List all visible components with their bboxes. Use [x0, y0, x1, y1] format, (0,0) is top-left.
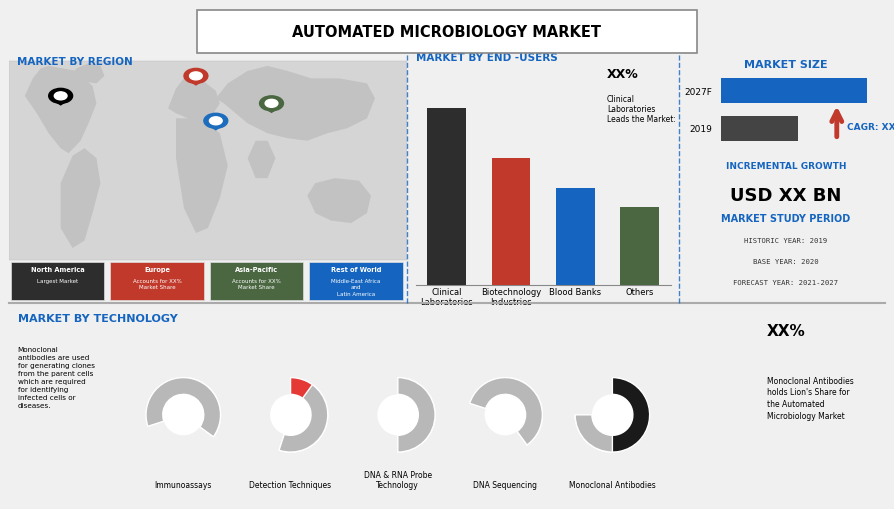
- Circle shape: [163, 394, 204, 435]
- Text: XX%: XX%: [767, 324, 805, 338]
- Text: 2027F: 2027F: [685, 88, 713, 97]
- Circle shape: [55, 92, 67, 100]
- Bar: [427, 108, 466, 285]
- Text: BASE YEAR: 2020: BASE YEAR: 2020: [753, 259, 819, 265]
- Text: North America: North America: [30, 267, 85, 273]
- Bar: [620, 207, 659, 285]
- Text: Detection Techniques: Detection Techniques: [249, 481, 332, 490]
- Text: MARKET STUDY PERIOD: MARKET STUDY PERIOD: [721, 214, 850, 224]
- Text: Monoclonal
antibodies are used
for generating clones
from the parent cells
which: Monoclonal antibodies are used for gener…: [18, 347, 95, 409]
- Text: Largest Market: Largest Market: [38, 279, 79, 284]
- Text: CAGR: XX%: CAGR: XX%: [847, 123, 894, 131]
- Wedge shape: [398, 378, 435, 452]
- Text: USD XX BN: USD XX BN: [730, 187, 841, 205]
- Circle shape: [266, 99, 278, 107]
- Circle shape: [377, 394, 418, 435]
- Text: XX%: XX%: [607, 68, 638, 81]
- Bar: [492, 158, 530, 285]
- Wedge shape: [183, 378, 221, 437]
- Polygon shape: [176, 118, 228, 233]
- Circle shape: [184, 68, 207, 83]
- Circle shape: [209, 117, 223, 125]
- Polygon shape: [61, 148, 100, 248]
- Bar: [721, 116, 798, 141]
- Text: INCREMENTAL GROWTH: INCREMENTAL GROWTH: [726, 162, 846, 171]
- Polygon shape: [55, 101, 67, 105]
- Polygon shape: [215, 66, 375, 141]
- Bar: [309, 262, 403, 300]
- Bar: [210, 262, 303, 300]
- Wedge shape: [505, 378, 543, 445]
- Text: Middle-East Africa
and
Latin America: Middle-East Africa and Latin America: [332, 279, 381, 297]
- Polygon shape: [25, 66, 97, 153]
- Circle shape: [485, 394, 526, 435]
- Bar: [721, 78, 867, 103]
- Circle shape: [49, 89, 72, 103]
- Polygon shape: [72, 64, 105, 83]
- Polygon shape: [168, 78, 220, 123]
- Bar: [556, 188, 595, 285]
- Text: Rest of World: Rest of World: [331, 267, 381, 273]
- Text: Clinical
Laboratories
Leads the Market:: Clinical Laboratories Leads the Market:: [607, 95, 676, 125]
- Text: Europe: Europe: [144, 267, 170, 273]
- Polygon shape: [190, 81, 202, 85]
- Circle shape: [190, 72, 202, 80]
- Circle shape: [592, 394, 633, 435]
- Circle shape: [270, 394, 311, 435]
- Text: 2019: 2019: [689, 125, 713, 134]
- Text: MARKET BY TECHNOLOGY: MARKET BY TECHNOLOGY: [18, 314, 177, 324]
- Wedge shape: [469, 378, 543, 445]
- Text: DNA & RNA Probe
Technology: DNA & RNA Probe Technology: [364, 471, 432, 490]
- Text: MARKET SIZE: MARKET SIZE: [744, 60, 828, 70]
- Polygon shape: [210, 126, 222, 130]
- Circle shape: [259, 96, 283, 111]
- Wedge shape: [575, 415, 612, 452]
- Text: MARKET BY END -USERS: MARKET BY END -USERS: [416, 53, 558, 64]
- Text: Asia-Pacific: Asia-Pacific: [235, 267, 278, 273]
- Wedge shape: [279, 385, 328, 452]
- Bar: [11, 262, 105, 300]
- Wedge shape: [398, 378, 435, 452]
- Wedge shape: [575, 378, 650, 452]
- Wedge shape: [279, 378, 328, 452]
- Text: Monoclonal Antibodies
holds Lion's Share for
the Automated
Microbiology Market: Monoclonal Antibodies holds Lion's Share…: [767, 377, 854, 421]
- Polygon shape: [248, 141, 275, 178]
- Polygon shape: [266, 108, 277, 112]
- Bar: [9, 61, 407, 261]
- Polygon shape: [308, 178, 371, 223]
- Text: MARKET BY REGION: MARKET BY REGION: [17, 57, 132, 67]
- Text: HISTORIC YEAR: 2019: HISTORIC YEAR: 2019: [745, 238, 827, 244]
- Text: Accounts for XX%
Market Share: Accounts for XX% Market Share: [232, 279, 281, 290]
- Bar: [110, 262, 204, 300]
- Text: DNA Sequencing: DNA Sequencing: [473, 481, 537, 490]
- Text: AUTOMATED MICROBIOLOGY MARKET: AUTOMATED MICROBIOLOGY MARKET: [292, 24, 602, 40]
- Text: Accounts for XX%
Market Share: Accounts for XX% Market Share: [132, 279, 181, 290]
- Text: Monoclonal Antibodies: Monoclonal Antibodies: [569, 481, 656, 490]
- Text: Immunoassays: Immunoassays: [155, 481, 212, 490]
- Circle shape: [204, 114, 228, 128]
- Wedge shape: [146, 378, 221, 437]
- Text: FORECAST YEAR: 2021-2027: FORECAST YEAR: 2021-2027: [733, 280, 839, 287]
